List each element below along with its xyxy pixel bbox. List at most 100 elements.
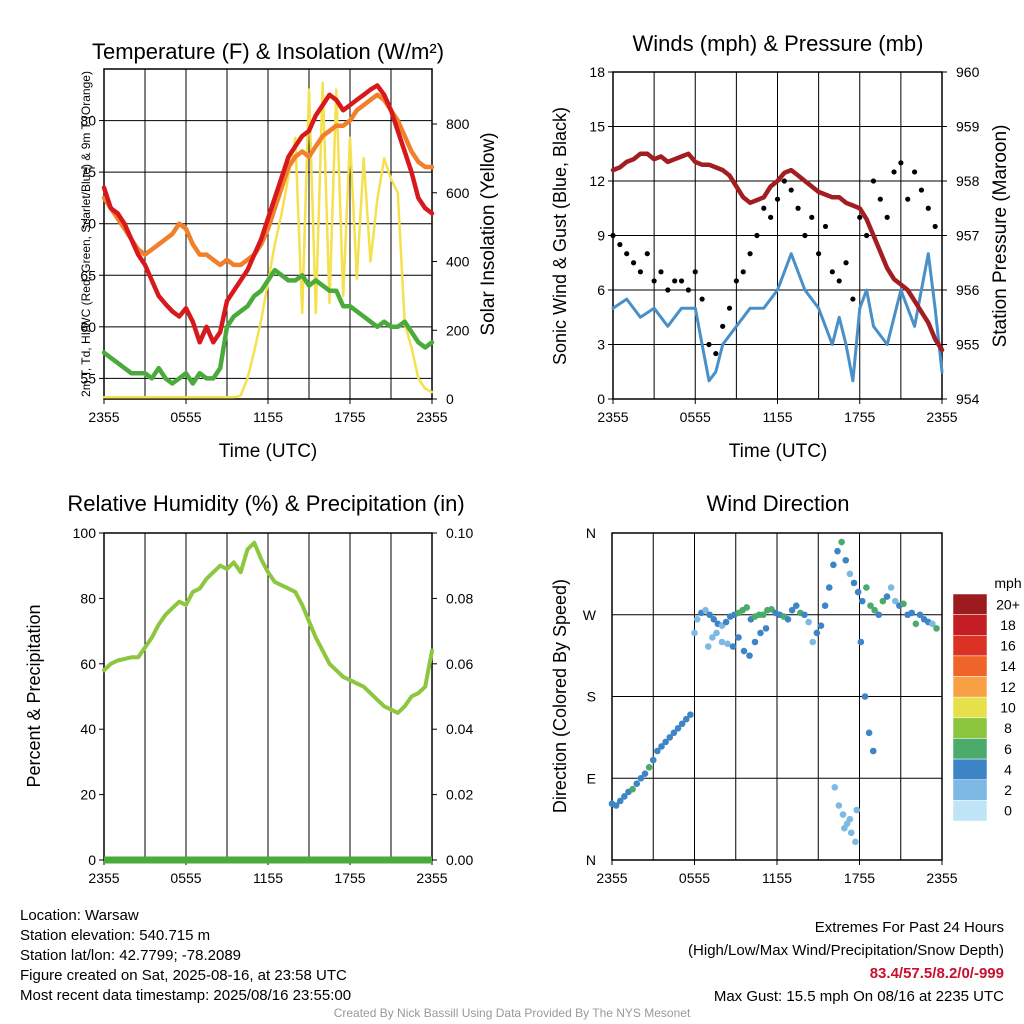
y2-tick-label: 800 bbox=[446, 116, 470, 132]
plot-frame bbox=[103, 68, 433, 400]
direction-point bbox=[792, 602, 800, 609]
gust-point bbox=[802, 232, 808, 239]
gust-point bbox=[706, 341, 712, 348]
direction-point bbox=[846, 815, 854, 823]
gust-point bbox=[630, 260, 637, 266]
direction-point bbox=[900, 600, 907, 608]
gust-point bbox=[809, 214, 815, 220]
direction-point bbox=[891, 597, 899, 605]
y2-tick-label: 0.02 bbox=[446, 787, 473, 803]
gust-point bbox=[713, 350, 719, 357]
location-text: Location: Warsaw bbox=[20, 907, 139, 924]
x-tick-label: 1755 bbox=[334, 409, 365, 425]
y2-tick-label: 0.00 bbox=[446, 852, 473, 868]
y-tick-label: 80 bbox=[80, 113, 96, 129]
direction-point bbox=[839, 811, 847, 818]
y-tick-label: 20 bbox=[80, 787, 96, 803]
y2-axis-label: Station Pressure (Maroon) bbox=[990, 125, 1011, 348]
credit-text: Created By Nick Bassill Using Data Provi… bbox=[333, 1006, 691, 1020]
colorbar-swatch bbox=[952, 614, 988, 636]
rh-panel: 2355 0555 1155 1755 2355 Relative Humidity (%… bbox=[24, 491, 473, 886]
y-tick-label: S bbox=[587, 689, 596, 705]
direction-point bbox=[805, 618, 812, 626]
y-tick-label: 9 bbox=[597, 228, 605, 244]
direction-point bbox=[831, 784, 839, 791]
gust-point bbox=[747, 251, 753, 257]
direction-point bbox=[809, 638, 817, 646]
direction-point bbox=[847, 829, 855, 837]
gust-point bbox=[857, 214, 863, 220]
direction-point bbox=[706, 611, 713, 619]
direction-point bbox=[713, 629, 720, 637]
chart-title: Temperature (F) & Insolation (W/m²) bbox=[92, 39, 444, 64]
colorbar-label: 6 bbox=[1004, 741, 1012, 757]
x-tick-label: 2355 bbox=[88, 409, 119, 425]
colorbar-label: 16 bbox=[1000, 638, 1016, 654]
direction-point bbox=[751, 638, 759, 646]
direction-point bbox=[850, 579, 858, 587]
y2-tick-label: 400 bbox=[446, 254, 470, 270]
gust-point bbox=[829, 269, 835, 275]
direction-point bbox=[746, 652, 753, 659]
colorbar-swatch bbox=[952, 593, 988, 615]
direction-point bbox=[841, 824, 848, 832]
direction-point bbox=[863, 584, 870, 591]
y2-tick-label: 958 bbox=[956, 173, 980, 189]
gust-point bbox=[754, 232, 760, 239]
gust-point bbox=[877, 196, 883, 202]
recent-data-text: Most recent data timestamp: 2025/08/16 2… bbox=[20, 987, 352, 1004]
y2-tick-label: 200 bbox=[446, 322, 470, 338]
gust-point bbox=[843, 260, 849, 266]
gust-point bbox=[624, 251, 630, 257]
wind-panel: 2355 0555 1155 1755 2355 Winds (mph) & Pressu… bbox=[550, 31, 1011, 462]
direction-point bbox=[710, 615, 718, 623]
colorbar-title: mph bbox=[994, 575, 1021, 591]
colorbar-swatch bbox=[952, 676, 988, 698]
y-axis-label: Sonic Wind & Gust (Blue, Black) bbox=[550, 107, 570, 365]
y2-tick-label: 0.04 bbox=[446, 721, 473, 737]
y2-tick-label: 959 bbox=[956, 119, 980, 135]
direction-point bbox=[757, 629, 764, 637]
extremes-info: Extremes For Past 24 Hours (High/Low/Max… bbox=[688, 916, 1004, 1008]
colorbar-swatch bbox=[952, 800, 988, 822]
station-info: Location: Warsaw Station elevation: 540.… bbox=[20, 906, 351, 1006]
y-tick-label: 100 bbox=[73, 525, 97, 541]
direction-point bbox=[933, 625, 940, 632]
direction-point bbox=[682, 715, 690, 723]
x-tick-label: 2355 bbox=[926, 409, 957, 425]
direction-point bbox=[762, 625, 770, 632]
colorbar-swatch bbox=[952, 655, 988, 677]
x-tick-label: 0555 bbox=[170, 409, 201, 425]
direction-point bbox=[801, 611, 808, 619]
direction-point bbox=[883, 593, 891, 600]
gust-point bbox=[781, 178, 787, 184]
direction-point bbox=[830, 561, 837, 569]
x-axis-label: Time (UTC) bbox=[219, 441, 318, 462]
series-9m-t bbox=[101, 92, 435, 268]
colorbar-swatch bbox=[952, 717, 988, 739]
direction-point bbox=[813, 629, 821, 637]
gust-point bbox=[870, 178, 877, 184]
y2-tick-label: 956 bbox=[956, 282, 980, 298]
x-tick-label: 1755 bbox=[844, 409, 875, 425]
direction-point bbox=[729, 643, 737, 650]
x-tick-label: 2355 bbox=[416, 870, 447, 886]
gust-point bbox=[637, 269, 644, 275]
extremes-legend: (High/Low/Max Wind/Precipitation/Snow De… bbox=[688, 942, 1004, 959]
direction-point bbox=[633, 780, 641, 787]
direction-point bbox=[912, 620, 920, 628]
x-tick-label: 1155 bbox=[253, 870, 283, 886]
y2-tick-label: 0.06 bbox=[446, 656, 473, 672]
direction-point bbox=[740, 647, 748, 655]
x-tick-label: 1155 bbox=[762, 409, 792, 425]
x-tick-label: 1755 bbox=[334, 870, 365, 886]
colorbar-label: 20+ bbox=[996, 596, 1020, 612]
direction-point bbox=[637, 774, 645, 782]
gust-point bbox=[905, 196, 911, 202]
colorbar-label: 18 bbox=[1000, 617, 1016, 633]
gust-point bbox=[692, 269, 698, 275]
direction-point bbox=[658, 743, 665, 750]
x-tick-label: 1155 bbox=[762, 870, 792, 886]
wdir-panel: 2355 0555 1155 1755 2355 Wind Direction Direct… bbox=[550, 491, 1022, 886]
y2-tick-label: 957 bbox=[956, 228, 980, 244]
